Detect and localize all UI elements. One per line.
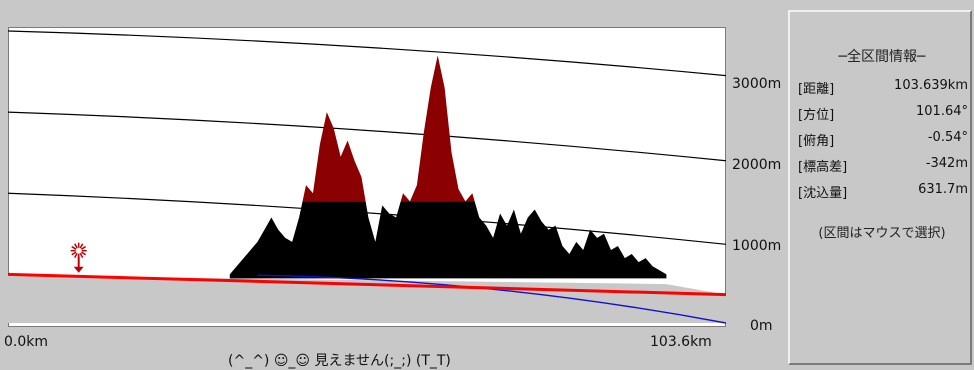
line-of-sight	[8, 272, 726, 297]
elevation-diff-value: -342m	[925, 156, 968, 171]
sink-value: 631.7m	[918, 182, 968, 197]
y-tick-0: 0m	[750, 318, 773, 334]
info-panel-title: ─全区間情報─	[838, 49, 926, 65]
elevation-profile-chart[interactable]	[8, 27, 726, 327]
section-info-panel: ─全区間情報─ [距離] 103.639km [方位] 101.64° [俯角]…	[788, 10, 972, 365]
selection-hint: (区間はマウスで選択)	[818, 226, 946, 241]
info-row-elevation-diff: [標高差] -342m	[798, 156, 968, 176]
altitude-curve-1	[8, 30, 726, 77]
observer-marker-icon[interactable]	[70, 242, 87, 273]
terrain-profile	[229, 55, 667, 279]
depression-label: [俯角]	[798, 134, 835, 149]
sink-label: [沈込量]	[798, 186, 848, 201]
terrain-visible-peaks	[302, 55, 475, 202]
info-row-bearing: [方位] 101.64°	[798, 104, 968, 124]
distance-label: [距離]	[798, 82, 835, 97]
bearing-label: [方位]	[798, 108, 835, 123]
visibility-status: (^_^) ☺_☺ 見えません(;_;) (T_T)	[228, 353, 451, 369]
y-tick-1000: 1000m	[732, 238, 782, 254]
info-row-distance: [距離] 103.639km	[798, 78, 968, 98]
bearing-value: 101.64°	[916, 104, 968, 119]
elevation-diff-label: [標高差]	[798, 160, 848, 175]
y-tick-2000: 2000m	[732, 157, 782, 173]
distance-value: 103.639km	[894, 78, 968, 93]
y-tick-3000: 3000m	[732, 76, 782, 92]
info-row-depression: [俯角] -0.54°	[798, 130, 968, 150]
depression-value: -0.54°	[927, 130, 968, 145]
info-row-sink: [沈込量] 631.7m	[798, 182, 968, 202]
x-end-label: 103.6km	[650, 334, 712, 350]
x-start-label: 0.0km	[4, 334, 49, 350]
hidden-ground-area	[8, 275, 726, 323]
terrain-hidden-portion	[229, 201, 667, 279]
altitude-curve-2	[8, 111, 726, 162]
